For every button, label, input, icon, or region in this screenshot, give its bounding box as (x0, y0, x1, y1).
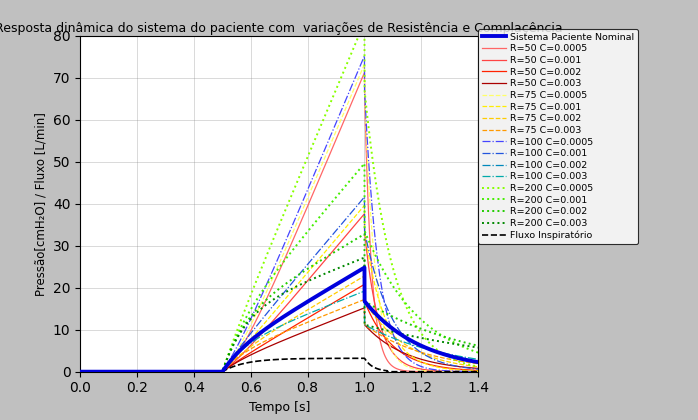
Y-axis label: Pressão[cmH₂O] / Fluxo [L/min]: Pressão[cmH₂O] / Fluxo [L/min] (34, 112, 47, 296)
X-axis label: Tempo [s]: Tempo [s] (248, 401, 310, 414)
Title: Resposta dinâmica do sistema do paciente com  variações de Resistência e Complaç: Resposta dinâmica do sistema do paciente… (0, 21, 563, 34)
Legend: Sistema Paciente Nominal, R=50 C=0.0005, R=50 C=0.001, R=50 C=0.002, R=50 C=0.00: Sistema Paciente Nominal, R=50 C=0.0005,… (478, 29, 638, 244)
